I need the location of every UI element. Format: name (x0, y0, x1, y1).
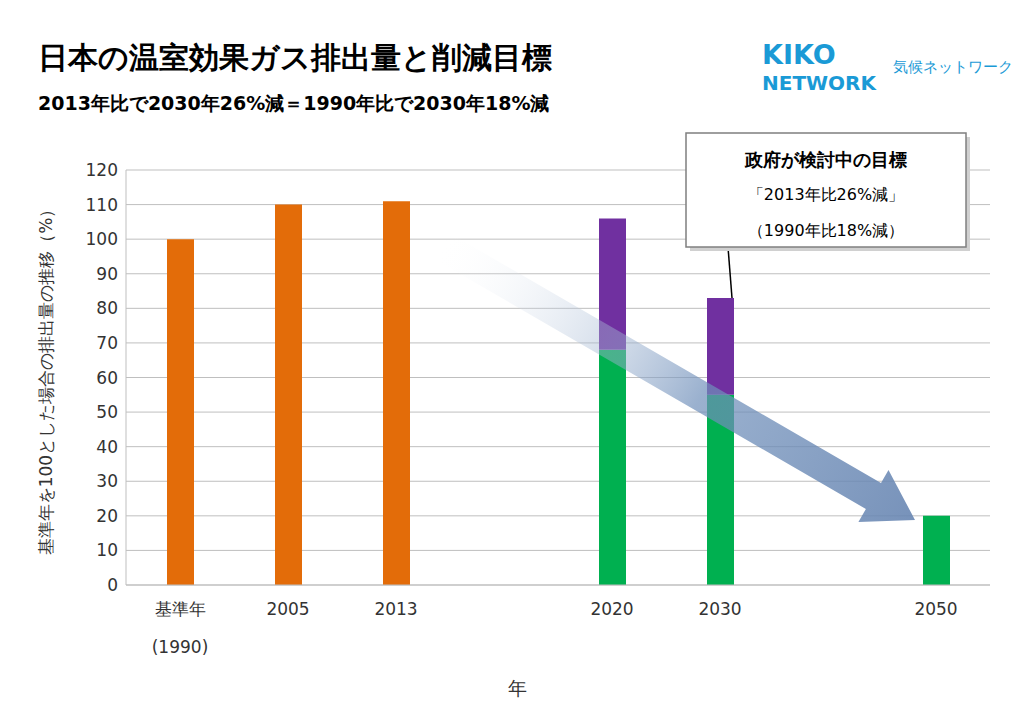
svg-text:(1990): (1990) (152, 637, 209, 657)
svg-text:10: 10 (96, 540, 118, 560)
svg-text:2030: 2030 (698, 599, 741, 619)
svg-text:70: 70 (96, 333, 118, 353)
svg-text:30: 30 (96, 471, 118, 491)
svg-text:90: 90 (96, 264, 118, 284)
svg-text:（1990年比18%減）: （1990年比18%減） (748, 221, 904, 240)
svg-text:日本の温室効果ガス排出量と削減目標: 日本の温室効果ガス排出量と削減目標 (38, 40, 552, 75)
svg-text:40: 40 (96, 437, 118, 457)
svg-text:「2013年比26%減」: 「2013年比26%減」 (748, 185, 904, 204)
svg-text:2020: 2020 (590, 599, 633, 619)
svg-text:0: 0 (107, 575, 118, 595)
svg-text:基準年を100とした場合の排出量の推移（%）: 基準年を100とした場合の排出量の推移（%） (36, 201, 56, 556)
svg-text:NETWORK: NETWORK (762, 71, 878, 95)
svg-text:年: 年 (508, 677, 527, 699)
svg-text:20: 20 (96, 506, 118, 526)
svg-text:気候ネットワーク: 気候ネットワーク (893, 58, 1006, 76)
svg-text:2013年比で2030年26%減＝1990年比で2030年1: 2013年比で2030年26%減＝1990年比で2030年18%減 (38, 92, 549, 114)
svg-text:110: 110 (86, 195, 118, 215)
svg-text:政府が検討中の目標: 政府が検討中の目標 (744, 149, 907, 170)
svg-text:60: 60 (96, 368, 118, 388)
svg-text:基準年: 基準年 (155, 599, 206, 619)
svg-text:120: 120 (86, 160, 118, 180)
svg-text:2013: 2013 (374, 599, 417, 619)
svg-text:KIKO: KIKO (762, 39, 836, 70)
svg-text:80: 80 (96, 298, 118, 318)
svg-text:2050: 2050 (914, 599, 957, 619)
svg-text:100: 100 (86, 229, 118, 249)
svg-text:50: 50 (96, 402, 118, 422)
svg-text:2005: 2005 (266, 599, 309, 619)
